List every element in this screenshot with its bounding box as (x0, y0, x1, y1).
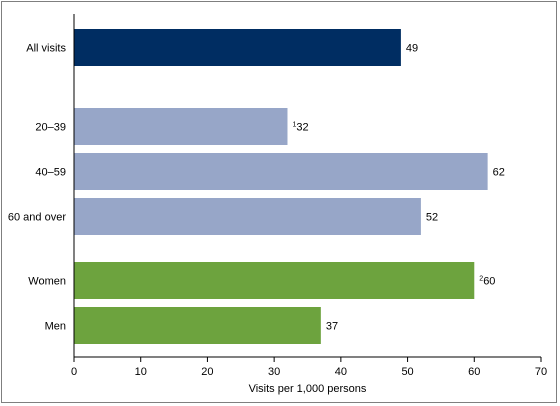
x-tick-label-50: 50 (401, 366, 413, 378)
bar-60-and-over (74, 198, 421, 235)
category-label-60-and-over: 60 and over (8, 212, 66, 224)
category-label-men: Men (45, 321, 66, 333)
bars-group (74, 29, 488, 344)
value-label-20-39: 132 (292, 122, 308, 134)
category-label-all-visits: All visits (26, 43, 66, 55)
bar-all-visits (74, 29, 401, 66)
x-tick-label-10: 10 (135, 366, 147, 378)
value-label-all-visits: 49 (406, 43, 418, 55)
value-label-60-and-over: 52 (426, 212, 438, 224)
bar-women (74, 262, 475, 299)
footnote-marker: 1 (292, 122, 296, 129)
category-labels: All visits 20–39 40–59 60 and over Women Men (8, 43, 67, 333)
footnote-marker: 2 (479, 276, 483, 283)
x-tick-label-0: 0 (71, 366, 77, 378)
x-tick-label-60: 60 (468, 366, 480, 378)
category-label-40-59: 40–59 (35, 167, 66, 179)
x-tick-label-70: 70 (535, 366, 547, 378)
category-label-20-39: 20–39 (35, 122, 66, 134)
value-text: 32 (296, 122, 308, 134)
value-labels: 49 132 62 52 260 37 (292, 43, 504, 333)
value-label-women: 260 (479, 276, 495, 288)
bar-40-59 (74, 153, 488, 190)
value-label-40-59: 62 (493, 167, 505, 179)
x-axis-title: Visits per 1,000 persons (249, 383, 367, 395)
bar-men (74, 307, 321, 344)
value-text: 60 (483, 276, 495, 288)
category-label-women: Women (28, 276, 66, 288)
x-tick-label-20: 20 (201, 366, 213, 378)
x-tick-label-30: 30 (268, 366, 280, 378)
value-label-men: 37 (326, 321, 338, 333)
x-tick-label-40: 40 (335, 366, 347, 378)
bar-20-39 (74, 108, 288, 145)
x-axis-ticks: 0 10 20 30 40 50 60 70 (71, 357, 547, 378)
